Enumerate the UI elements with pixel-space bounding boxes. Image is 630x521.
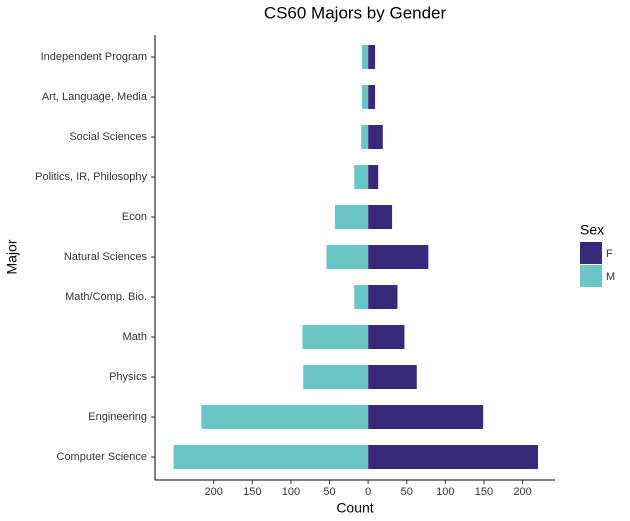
bar [361,85,369,109]
x-tick-label: 50 [401,486,413,498]
x-tick-label: 200 [513,486,531,498]
x-tick-label: 100 [436,486,454,498]
legend-swatch [580,242,602,264]
x-tick-label: 200 [205,486,223,498]
x-tick-label: 150 [475,486,493,498]
bar [334,205,369,229]
bar [368,245,429,269]
y-tick-label: Math/Comp. Bio. [65,291,147,303]
x-tick-label: 0 [365,486,371,498]
bar [303,365,369,389]
y-tick-label: Engineering [88,411,147,423]
bar [368,125,383,149]
y-tick-label: Independent Program [41,51,147,63]
bar [368,85,376,109]
x-axis-label: Count [336,500,373,516]
bar [368,445,539,469]
y-tick-label: Art, Language, Media [42,91,148,103]
y-tick-label: Computer Science [57,451,148,463]
bar [302,325,369,349]
bar [354,285,369,309]
bar [368,205,393,229]
legend-label: M [606,271,615,283]
bar [361,125,369,149]
chart-title: CS60 Majors by Gender [264,3,447,22]
bar [361,45,369,69]
bar [368,285,398,309]
bar [368,45,376,69]
bar [326,245,369,269]
x-tick-label: 50 [323,486,335,498]
x-tick-label: 150 [243,486,261,498]
bar [173,445,369,469]
bar [201,405,369,429]
legend-label: F [606,248,613,260]
y-tick-label: Econ [122,211,147,223]
bar [368,325,405,349]
y-axis-label: Major [4,239,20,274]
y-tick-label: Physics [109,371,147,383]
bar [354,165,369,189]
y-tick-label: Social Sciences [69,131,147,143]
bar [368,365,417,389]
bar [368,405,484,429]
legend-swatch [580,265,602,287]
legend-title: Sex [580,222,604,238]
y-tick-label: Natural Sciences [64,251,148,263]
x-tick-label: 100 [282,486,300,498]
y-tick-label: Politics, IR, Philosophy [35,171,147,183]
y-tick-label: Math [123,331,147,343]
bar [368,165,379,189]
